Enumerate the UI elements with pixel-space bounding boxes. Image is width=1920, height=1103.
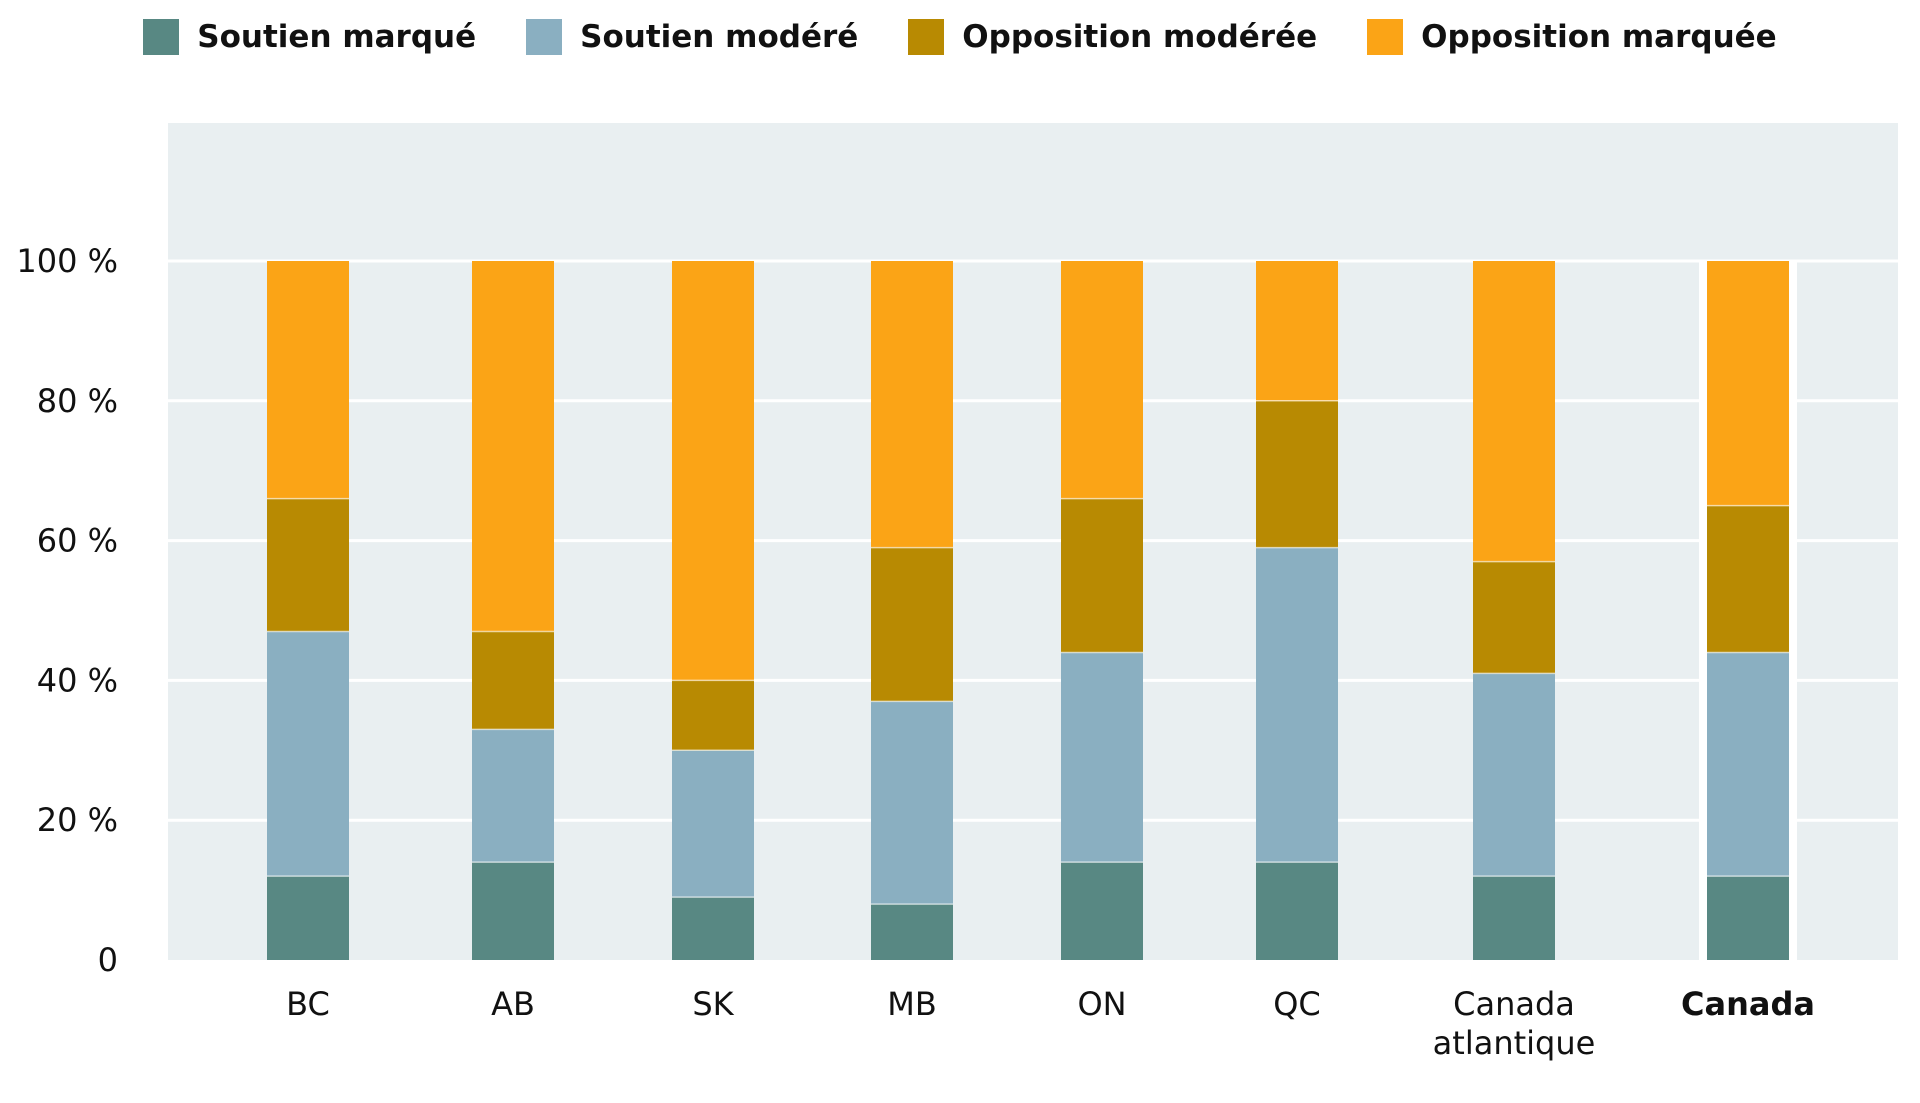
bar-segment bbox=[1061, 862, 1143, 960]
legend-item: Opposition marquée bbox=[1367, 19, 1777, 55]
x-category-label-line: ON bbox=[1077, 985, 1126, 1023]
x-category-label-line: MB bbox=[887, 985, 937, 1023]
bar-segment bbox=[472, 261, 554, 632]
legend-label: Opposition modérée bbox=[962, 19, 1318, 55]
bar-segment bbox=[1256, 400, 1338, 548]
bar-segment bbox=[1473, 673, 1555, 877]
legend-item: Opposition modérée bbox=[908, 19, 1317, 55]
legend-label: Opposition marquée bbox=[1421, 19, 1777, 55]
y-tick-label: 20 % bbox=[37, 801, 118, 839]
bar-segment bbox=[871, 904, 953, 960]
legend-swatch bbox=[143, 19, 180, 55]
x-category-label: QC bbox=[1273, 985, 1321, 1023]
legend-label: Soutien modéré bbox=[580, 19, 859, 55]
bar-segment bbox=[672, 750, 754, 898]
bar-segment bbox=[1473, 876, 1555, 960]
legend-swatch bbox=[1367, 19, 1404, 55]
x-category-label: Canada atlantique bbox=[1433, 985, 1596, 1062]
bar-segment bbox=[1256, 547, 1338, 863]
x-category-label: Canada bbox=[1681, 985, 1815, 1023]
bar-segment bbox=[267, 498, 349, 632]
bar-segment bbox=[267, 876, 349, 960]
x-category-label-line: QC bbox=[1273, 985, 1321, 1023]
bar-segment bbox=[472, 631, 554, 730]
x-category-label: AB bbox=[491, 985, 535, 1023]
bar-segment bbox=[871, 547, 953, 702]
bar-segment bbox=[672, 897, 754, 960]
bar-segment bbox=[1061, 261, 1143, 499]
y-tick-label: 0 bbox=[98, 941, 118, 979]
legend-swatch bbox=[526, 19, 563, 55]
legend-swatch bbox=[908, 19, 945, 55]
x-category-label: BC bbox=[286, 985, 330, 1023]
bar-segment bbox=[871, 701, 953, 905]
bar-segment bbox=[871, 261, 953, 548]
legend-item: Soutien modéré bbox=[526, 19, 858, 55]
bar-segment bbox=[267, 631, 349, 877]
bar-segment bbox=[1256, 261, 1338, 401]
bar-segment bbox=[1473, 261, 1555, 562]
y-tick-label: 40 % bbox=[37, 661, 118, 699]
legend-label: Soutien marqué bbox=[197, 19, 477, 55]
y-tick-label: 100 % bbox=[16, 242, 118, 280]
bar-segment bbox=[1707, 261, 1789, 506]
bar-segment bbox=[472, 729, 554, 863]
x-category-label: ON bbox=[1077, 985, 1126, 1023]
bar-segment bbox=[1061, 652, 1143, 863]
bar-segment bbox=[1256, 862, 1338, 960]
x-category-label-line: Canada bbox=[1681, 985, 1815, 1023]
y-tick-label: 60 % bbox=[37, 522, 118, 560]
bar-segment bbox=[672, 261, 754, 681]
legend: Soutien marqué Soutien modéré Opposition m… bbox=[0, 12, 1920, 62]
bar-segment bbox=[267, 261, 349, 499]
bar-segment bbox=[1707, 876, 1789, 960]
bar-segment bbox=[472, 862, 554, 960]
x-category-label-line: Canada bbox=[1453, 985, 1575, 1023]
legend-item: Soutien marqué bbox=[143, 19, 476, 55]
bar-segment bbox=[672, 680, 754, 751]
bar-segment bbox=[1473, 561, 1555, 674]
x-category-label-line: atlantique bbox=[1433, 1024, 1596, 1062]
x-category-label-line: SK bbox=[692, 985, 734, 1023]
x-category-label: MB bbox=[887, 985, 937, 1023]
x-category-label-line: BC bbox=[286, 985, 330, 1023]
y-tick-label: 80 % bbox=[37, 382, 118, 420]
x-category-label-line: AB bbox=[491, 985, 535, 1023]
bar-segment bbox=[1707, 505, 1789, 653]
bar-segment bbox=[1707, 652, 1789, 877]
x-category-label: SK bbox=[692, 985, 734, 1023]
bar-segment bbox=[1061, 498, 1143, 653]
